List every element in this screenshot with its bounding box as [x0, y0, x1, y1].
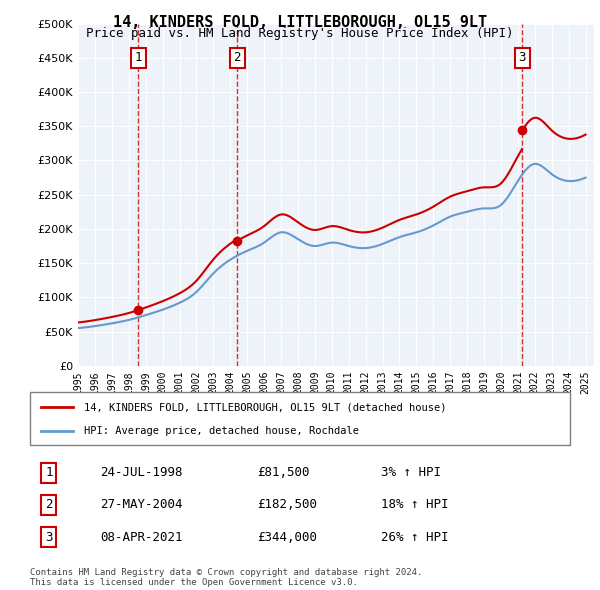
Text: 18% ↑ HPI: 18% ↑ HPI: [381, 499, 449, 512]
Text: £81,500: £81,500: [257, 466, 310, 479]
Text: 2: 2: [233, 51, 241, 64]
Text: 3: 3: [45, 530, 53, 543]
Text: 2: 2: [45, 499, 53, 512]
Text: 3% ↑ HPI: 3% ↑ HPI: [381, 466, 441, 479]
Text: 26% ↑ HPI: 26% ↑ HPI: [381, 530, 449, 543]
Text: £344,000: £344,000: [257, 530, 317, 543]
Text: Price paid vs. HM Land Registry's House Price Index (HPI): Price paid vs. HM Land Registry's House …: [86, 27, 514, 40]
Text: 3: 3: [518, 51, 526, 64]
Text: Contains HM Land Registry data © Crown copyright and database right 2024.
This d: Contains HM Land Registry data © Crown c…: [30, 568, 422, 587]
Text: £182,500: £182,500: [257, 499, 317, 512]
Text: 08-APR-2021: 08-APR-2021: [100, 530, 182, 543]
Text: 14, KINDERS FOLD, LITTLEBOROUGH, OL15 9LT (detached house): 14, KINDERS FOLD, LITTLEBOROUGH, OL15 9L…: [84, 402, 446, 412]
Text: 24-JUL-1998: 24-JUL-1998: [100, 466, 182, 479]
FancyBboxPatch shape: [30, 392, 570, 445]
Text: 1: 1: [134, 51, 142, 64]
Text: 1: 1: [45, 466, 53, 479]
Text: HPI: Average price, detached house, Rochdale: HPI: Average price, detached house, Roch…: [84, 425, 359, 435]
Text: 27-MAY-2004: 27-MAY-2004: [100, 499, 182, 512]
Text: 14, KINDERS FOLD, LITTLEBOROUGH, OL15 9LT: 14, KINDERS FOLD, LITTLEBOROUGH, OL15 9L…: [113, 15, 487, 30]
